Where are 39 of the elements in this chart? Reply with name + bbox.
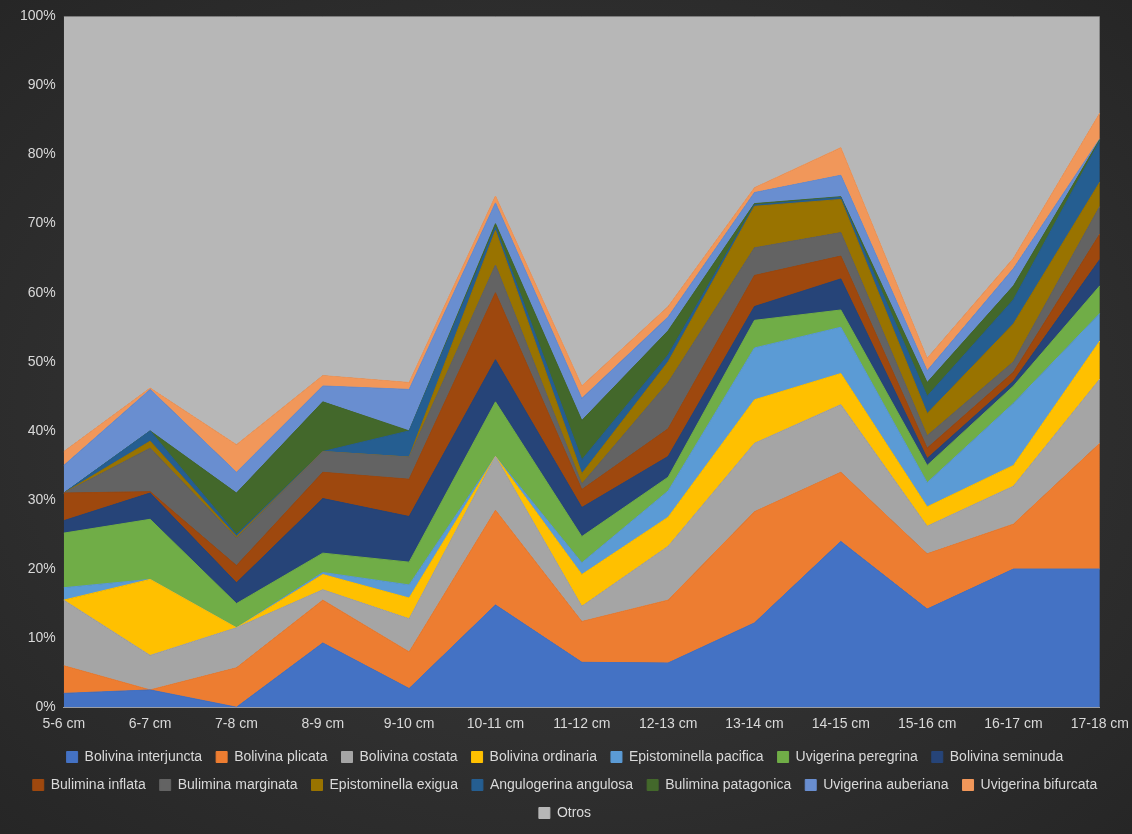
legend-label: Uvigerina peregrina bbox=[795, 747, 918, 764]
y-tick-label: 100% bbox=[19, 7, 56, 24]
y-tick-label: 30% bbox=[27, 490, 56, 507]
legend-label: Bulimina marginata bbox=[177, 775, 298, 792]
x-tick-label: 14-15 cm bbox=[811, 715, 870, 732]
y-tick-label: 90% bbox=[27, 76, 56, 93]
legend-label: Epistominella pacifica bbox=[628, 747, 764, 764]
legend-label: Epistominella exigua bbox=[329, 775, 459, 792]
x-tick-label: 16-17 cm bbox=[984, 715, 1043, 732]
legend-label: Bolivina plicata bbox=[234, 747, 328, 764]
y-tick-label: 50% bbox=[27, 352, 56, 369]
x-tick-label: 9-10 cm bbox=[383, 715, 435, 732]
y-tick-label: 10% bbox=[27, 628, 56, 645]
x-tick-label: 12-13 cm bbox=[638, 715, 698, 732]
x-tick-label: 17-18 cm bbox=[1070, 715, 1129, 732]
legend-label: Otros bbox=[556, 803, 592, 820]
legend-label: Bolivina ordinaria bbox=[489, 747, 598, 764]
y-tick-label: 40% bbox=[27, 421, 56, 438]
legend-label: Uvigerina auberiana bbox=[823, 775, 949, 792]
y-tick-label: 20% bbox=[27, 559, 56, 576]
x-tick-label: 11-12 cm bbox=[553, 715, 611, 732]
legend-label: Bulimina patagonica bbox=[665, 775, 792, 792]
y-tick-label: 70% bbox=[27, 214, 56, 231]
x-tick-label: 7-8 cm bbox=[215, 715, 258, 732]
legend-label: Bulimina inflata bbox=[50, 775, 146, 792]
legend-label: Bolivina costata bbox=[359, 747, 458, 764]
legend-label: Bolivina interjuncta bbox=[84, 747, 203, 764]
y-tick-label: 0% bbox=[35, 698, 56, 715]
x-tick-label: 6-7 cm bbox=[128, 715, 172, 732]
legend-label: Uvigerina bifurcata bbox=[980, 775, 1098, 792]
x-tick-label: 13-14 cm bbox=[725, 715, 784, 732]
y-tick-label: 60% bbox=[27, 283, 56, 300]
x-tick-label: 10-11 cm bbox=[466, 715, 525, 732]
y-tick-label: 80% bbox=[27, 145, 56, 162]
legend-label: Bolivina seminuda bbox=[949, 747, 1064, 764]
x-tick-label: 15-16 cm bbox=[897, 715, 957, 732]
x-tick-label: 5-6 cm bbox=[42, 715, 86, 732]
x-tick-label: 8-9 cm bbox=[301, 715, 345, 732]
legend-label: Angulogerina angulosa bbox=[489, 775, 634, 792]
